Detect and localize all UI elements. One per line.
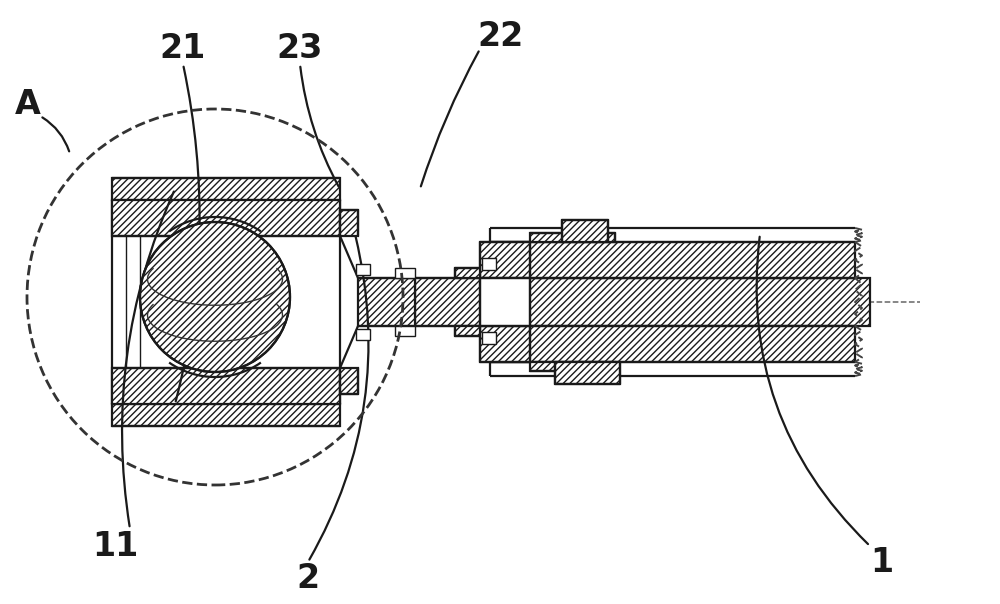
Bar xyxy=(112,368,340,404)
Bar xyxy=(455,326,480,336)
Bar xyxy=(555,362,620,384)
Text: 11: 11 xyxy=(92,530,138,562)
Bar xyxy=(358,278,415,326)
Text: 1: 1 xyxy=(870,545,894,579)
Bar xyxy=(112,178,340,200)
Bar xyxy=(480,278,530,326)
Bar xyxy=(356,329,370,340)
Text: 21: 21 xyxy=(160,31,206,65)
Bar xyxy=(340,210,358,236)
Bar xyxy=(455,268,480,278)
Bar xyxy=(356,264,370,275)
Bar xyxy=(415,278,870,326)
Bar xyxy=(530,233,615,242)
Bar xyxy=(562,220,608,242)
Circle shape xyxy=(140,222,290,372)
Bar xyxy=(530,362,615,371)
Bar xyxy=(112,404,340,426)
Text: 2: 2 xyxy=(296,562,320,594)
Bar xyxy=(482,332,496,344)
Bar xyxy=(340,368,358,394)
Bar xyxy=(112,200,340,236)
Text: 22: 22 xyxy=(477,19,523,53)
Bar xyxy=(395,268,415,278)
Text: A: A xyxy=(15,88,41,121)
Bar xyxy=(480,242,530,278)
Bar xyxy=(490,242,855,278)
Bar xyxy=(482,258,496,270)
Text: 23: 23 xyxy=(277,31,323,65)
Bar xyxy=(480,326,530,362)
Bar xyxy=(490,326,855,362)
Bar xyxy=(395,326,415,336)
